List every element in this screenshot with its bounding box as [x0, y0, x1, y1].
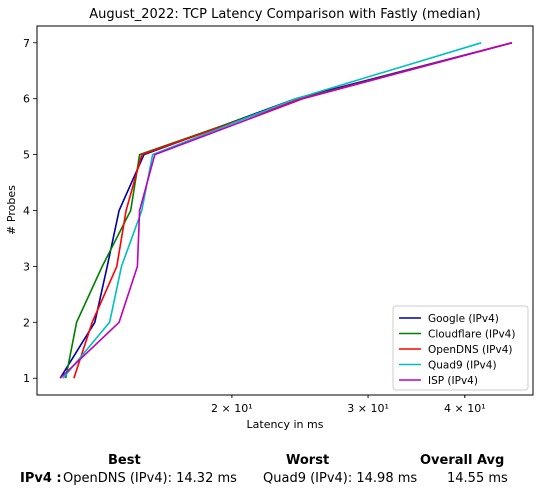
x-tick-label: 3 × 10¹	[347, 402, 389, 415]
legend-label: ISP (IPv4)	[428, 375, 478, 387]
legend-box	[392, 305, 529, 391]
row-label: IPv4 :	[20, 471, 62, 486]
y-tick-label: 5	[23, 149, 30, 162]
x-axis-label: Latency in ms	[247, 418, 324, 431]
x-tick-label: 2 × 10¹	[211, 402, 253, 415]
legend-label: Cloudflare (IPv4)	[428, 329, 515, 341]
summary-panel: Best Worst Overall Avg IPv4 : OpenDNS (I…	[0, 448, 541, 496]
y-tick-label: 1	[23, 372, 30, 385]
legend-label: Quad9 (IPv4)	[428, 360, 497, 372]
series-line-3	[62, 42, 482, 379]
x-tick-label: 4 × 10¹	[444, 402, 486, 415]
x-axis: 2 × 10¹ 3 × 10¹ 4 × 10¹	[211, 395, 486, 415]
y-tick-label: 3	[23, 260, 30, 273]
worst-value: Quad9 (IPv4): 14.98 ms	[263, 471, 418, 486]
y-axis-label: # Probes	[5, 185, 18, 235]
latency-chart: August_2022: TCP Latency Comparison with…	[5, 7, 534, 431]
plot-area	[59, 42, 513, 379]
legend-label: OpenDNS (IPv4)	[428, 344, 513, 356]
best-value: OpenDNS (IPv4): 14.32 ms	[63, 471, 237, 486]
legend: Google (IPv4) Cloudflare (IPv4) OpenDNS (I…	[392, 305, 529, 391]
legend-label: Google (IPv4)	[428, 313, 499, 325]
chart-title: August_2022: TCP Latency Comparison with…	[89, 7, 480, 22]
y-tick-label: 6	[23, 93, 30, 106]
y-tick-label: 2	[23, 316, 30, 329]
y-axis: 1 2 3 4 5 6 7	[23, 37, 37, 385]
y-tick-label: 7	[23, 37, 30, 50]
best-header: Best	[108, 453, 141, 468]
overall-avg-value: 14.55 ms	[447, 471, 508, 486]
overall-avg-header: Overall Avg	[420, 453, 505, 468]
worst-header: Worst	[286, 453, 330, 468]
y-tick-label: 4	[23, 205, 30, 218]
series-line-4	[59, 42, 513, 379]
